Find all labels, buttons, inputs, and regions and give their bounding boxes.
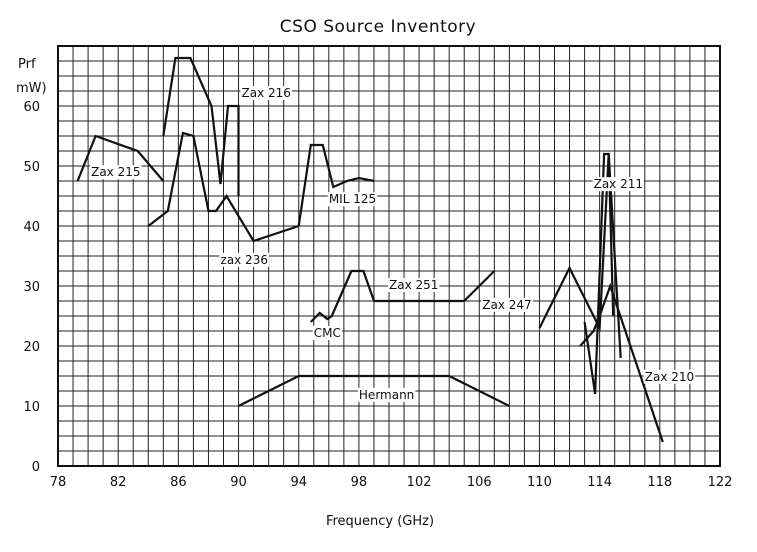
- series-label: Zax 210: [645, 370, 694, 384]
- series-label-background: [90, 165, 142, 180]
- tick-labels: 78 82 86 90 94 98 102 106 110 114 118 122 0 10 20 30 40 5…: [23, 100, 732, 490]
- series-label-background: [240, 86, 292, 100]
- x-tick-label: 82: [110, 475, 127, 490]
- y-tick-label: 30: [23, 280, 40, 295]
- y-tick-label: 20: [23, 340, 40, 355]
- series-line: [463, 270, 496, 302]
- y-tick-label: 60: [23, 100, 40, 115]
- y-tick-label: 10: [23, 400, 40, 415]
- series-line: [297, 143, 375, 227]
- series-lines: [76, 56, 664, 443]
- series-line: [579, 282, 664, 443]
- y-tick-label: 40: [23, 220, 40, 235]
- series-label-background: [643, 369, 696, 384]
- grid: [57, 45, 721, 467]
- series-label: Hermann: [359, 388, 414, 402]
- series-label-background: [219, 252, 269, 267]
- x-tick-label: 118: [647, 475, 672, 490]
- series-labels: Zax 215 Zax 216 zax 236 MIL 125 CMC Zax 251 Za…: [90, 86, 696, 402]
- y-axis-label-line-1: Prf: [18, 57, 36, 72]
- x-axis-label: Frequency (GHz): [326, 514, 434, 529]
- series-line: [162, 56, 240, 196]
- series-label: Zax 247: [482, 298, 531, 312]
- series-line: [238, 374, 510, 407]
- x-tick-label: 90: [230, 475, 247, 490]
- series-label-background: [312, 326, 342, 340]
- series-label: zax 236: [220, 253, 267, 267]
- series-label-background: [481, 297, 533, 312]
- x-tick-label: 94: [290, 475, 307, 490]
- series-label: Zax 215: [91, 165, 140, 179]
- series-line: [538, 153, 622, 359]
- series-label-background: [357, 387, 416, 402]
- plot-frame: [57, 45, 721, 467]
- series-line: [147, 131, 300, 243]
- x-tick-label: 114: [587, 475, 612, 490]
- series-label: Zax 216: [242, 86, 291, 100]
- y-tick-label: 0: [32, 460, 40, 475]
- x-tick-label: 98: [351, 475, 368, 490]
- series-label-background: [388, 278, 440, 292]
- series-label: CMC: [314, 326, 341, 340]
- chart-title: CSO Source Inventory: [280, 17, 476, 37]
- series-label: MIL 125: [329, 192, 376, 206]
- y-tick-label: 50: [23, 160, 40, 175]
- x-tick-label: 122: [708, 475, 733, 490]
- y-axis-label-line-2: mW): [16, 81, 47, 96]
- series-line: [310, 269, 376, 323]
- x-tick-label: 78: [50, 475, 67, 490]
- series-label: Zax 211: [594, 177, 643, 191]
- series-label-background: [327, 192, 378, 207]
- series-label-background: [592, 177, 645, 192]
- series-line: [583, 152, 615, 395]
- x-tick-label: 110: [527, 475, 552, 490]
- series-label: Zax 251: [389, 278, 438, 292]
- x-tick-label: 106: [467, 475, 492, 490]
- x-tick-label: 86: [170, 475, 187, 490]
- x-tick-label: 102: [407, 475, 432, 490]
- series-line: [76, 134, 165, 182]
